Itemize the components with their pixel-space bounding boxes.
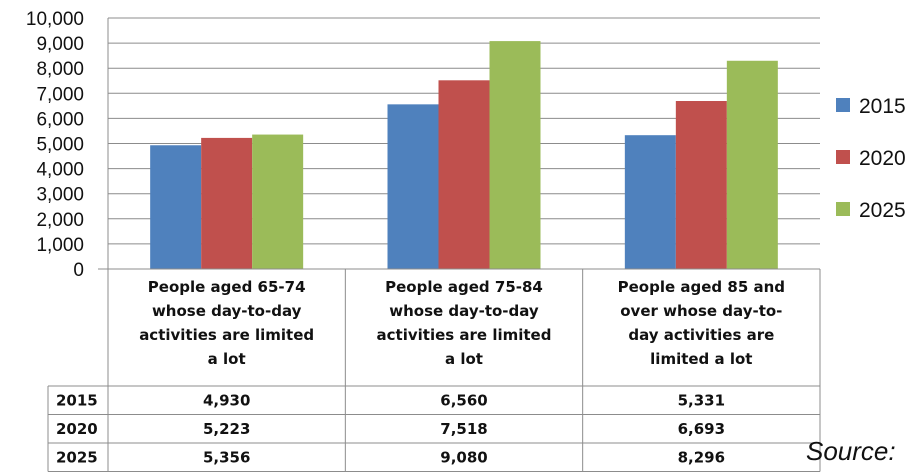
bar (675, 101, 727, 269)
legend-swatch (836, 98, 850, 112)
source-label: Source: (806, 436, 896, 466)
category-label: whose day-to-day (152, 302, 302, 320)
category-label: People aged 85 and (618, 278, 785, 296)
legend-label: 2020 (859, 147, 906, 170)
table-row-label: 2025 (56, 448, 98, 466)
y-tick-label: 0 (73, 260, 84, 281)
category-label: People aged 75-84 (385, 278, 543, 296)
y-tick-label: 8,000 (36, 59, 84, 80)
bar (438, 80, 490, 269)
y-tick-label: 5,000 (36, 135, 84, 156)
table-cell: 5,223 (203, 420, 250, 438)
y-tick-label: 7,000 (36, 84, 84, 105)
category-label: limited a lot (650, 350, 752, 368)
y-tick-label: 6,000 (36, 109, 84, 130)
category-label: activities are limited (139, 326, 314, 344)
legend-label: 2025 (859, 199, 906, 222)
table-cell: 5,331 (678, 391, 725, 409)
bar (726, 60, 778, 269)
table-row-label: 2015 (56, 391, 98, 409)
table-cell: 6,560 (440, 391, 487, 409)
y-tick-label: 9,000 (36, 34, 84, 55)
table-cell: 6,693 (678, 420, 725, 438)
category-label: activities are limited (377, 326, 552, 344)
category-label: day activities are (628, 326, 774, 344)
y-tick-label: 3,000 (36, 185, 84, 206)
category-label: People aged 65-74 (148, 278, 306, 296)
category-label: a lot (445, 350, 483, 368)
bar (252, 134, 304, 269)
category-label: over whose day-to- (620, 302, 782, 320)
bar (201, 137, 253, 269)
table-cell: 7,518 (440, 420, 487, 438)
y-tick-label: 1,000 (36, 235, 84, 256)
legend-swatch (836, 202, 850, 216)
y-tick-label: 2,000 (36, 210, 84, 231)
table-row-label: 2020 (56, 420, 98, 438)
bar (489, 41, 541, 270)
table-cell: 8,296 (678, 448, 725, 466)
legend-swatch (836, 150, 850, 164)
legend-label: 2015 (859, 95, 906, 118)
table-cell: 4,930 (203, 391, 250, 409)
bar (150, 145, 202, 269)
y-tick-label: 10,000 (26, 9, 84, 30)
table-cell: 5,356 (203, 448, 250, 466)
category-label: a lot (208, 350, 246, 368)
bar (387, 104, 439, 270)
bar (624, 135, 676, 269)
y-tick-label: 4,000 (36, 160, 84, 181)
category-label: whose day-to-day (389, 302, 539, 320)
table-cell: 9,080 (440, 448, 487, 466)
